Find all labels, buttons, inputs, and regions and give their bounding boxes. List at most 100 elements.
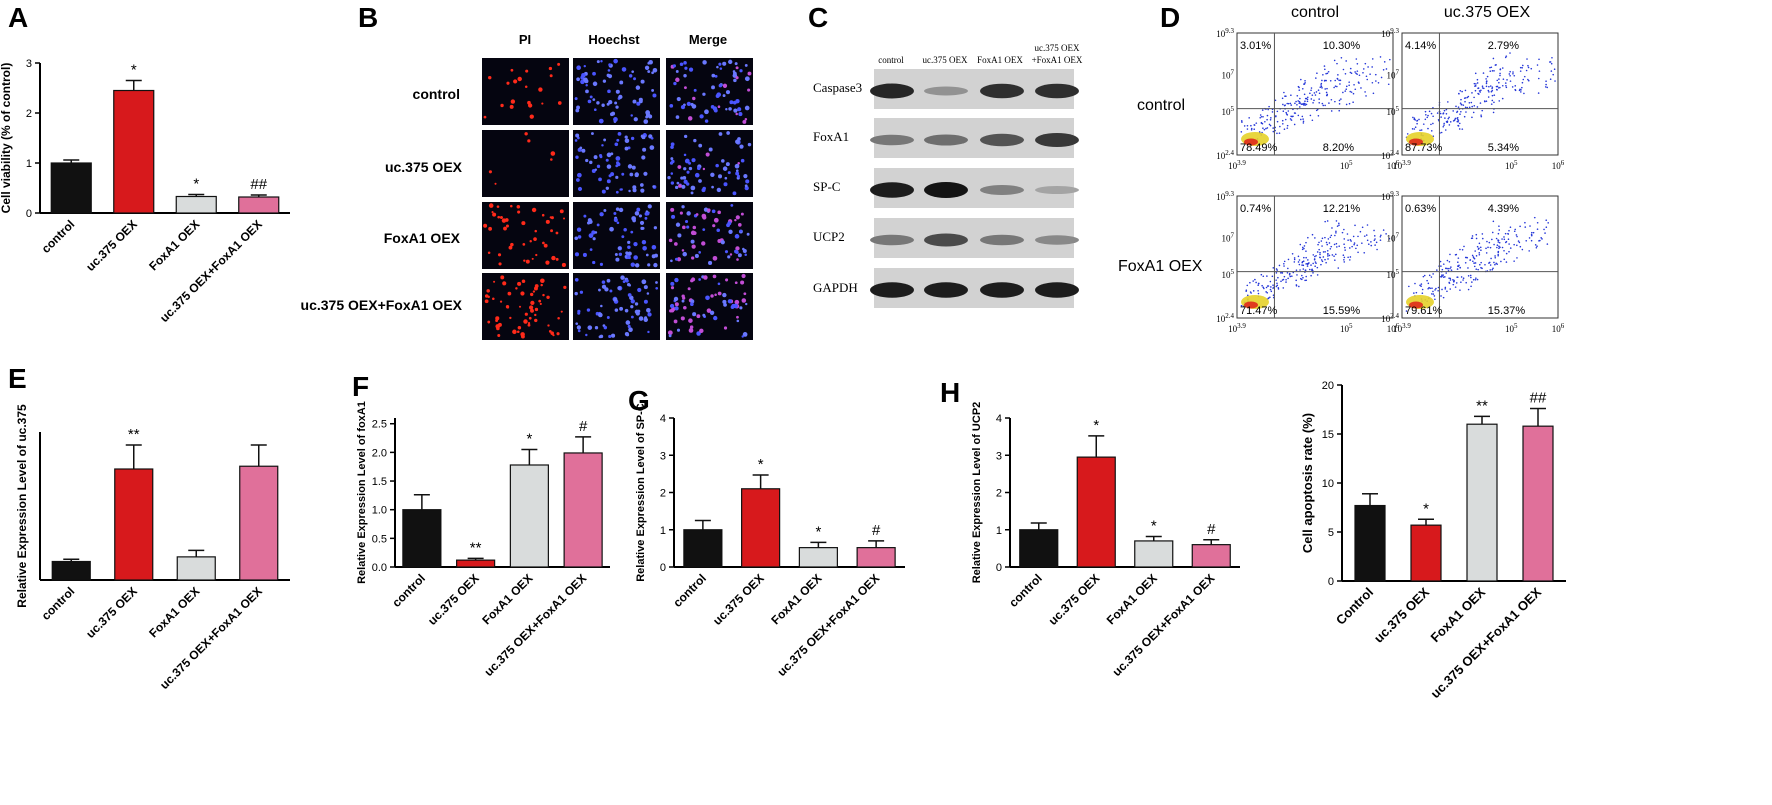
pi-nucleus <box>497 215 501 219</box>
event-dot <box>1295 100 1297 103</box>
event-dot <box>1310 264 1312 266</box>
nucleus <box>734 218 737 222</box>
event-dot <box>1456 118 1459 121</box>
event-dot <box>1504 232 1507 235</box>
event-dot <box>1356 70 1359 72</box>
nucleus <box>670 281 675 286</box>
event-dot <box>1293 258 1296 261</box>
pi-nucleus <box>528 103 533 108</box>
pi-nucleus <box>509 104 514 109</box>
nucleus <box>651 245 657 250</box>
event-dot <box>1316 274 1319 276</box>
event-dot <box>1286 124 1289 127</box>
nucleus <box>686 225 690 229</box>
event-dot <box>1241 121 1243 123</box>
event-dot <box>1420 129 1423 131</box>
nucleus <box>621 235 625 239</box>
nucleus <box>599 212 604 217</box>
event-dot <box>1319 253 1321 256</box>
event-dot <box>1349 90 1352 93</box>
event-dot <box>1343 243 1345 246</box>
nucleus <box>682 296 686 300</box>
nucleus <box>585 84 588 87</box>
event-dot <box>1342 91 1344 94</box>
pi-nucleus <box>538 87 543 92</box>
event-dot <box>1325 72 1327 75</box>
nucleus <box>617 132 622 136</box>
event-dot <box>1314 265 1316 268</box>
event-dot <box>1268 123 1271 126</box>
nucleus <box>647 263 651 267</box>
nucleus <box>590 132 594 136</box>
event-dot <box>1304 279 1306 282</box>
event-dot <box>1298 106 1301 108</box>
nucleus <box>670 181 675 185</box>
event-dot <box>1352 101 1354 104</box>
event-dot <box>1480 114 1482 116</box>
event-dot <box>1329 236 1332 239</box>
event-dot <box>1303 256 1305 259</box>
event-dot <box>1290 115 1292 118</box>
event-dot <box>1349 67 1352 70</box>
nucleus <box>608 334 612 339</box>
nucleus <box>669 309 673 313</box>
nucleus <box>688 166 693 171</box>
nucleus <box>730 203 734 207</box>
event-dot <box>1519 225 1521 228</box>
nucleus <box>668 334 672 338</box>
nucleus <box>691 104 697 109</box>
y-tick-label: 2 <box>996 488 1002 500</box>
event-dot <box>1283 265 1285 267</box>
event-dot <box>1521 248 1524 251</box>
event-dot <box>1276 132 1278 135</box>
pi-nucleus <box>487 295 490 299</box>
nucleus <box>674 277 679 283</box>
flow-x-tick-label: 105 <box>1340 322 1353 334</box>
event-dot <box>1311 268 1313 271</box>
event-dot <box>1497 87 1500 89</box>
event-dot <box>1493 101 1495 104</box>
pi-nucleus <box>524 132 528 136</box>
event-dot <box>1271 111 1274 113</box>
event-dot <box>1547 222 1549 224</box>
event-dot <box>1263 128 1266 131</box>
micrograph-tile <box>666 130 753 197</box>
pi-nucleus <box>512 329 517 335</box>
nucleus <box>723 303 727 307</box>
pi-nucleus <box>517 281 522 286</box>
event-dot <box>1504 241 1507 244</box>
nucleus <box>644 316 648 320</box>
event-dot <box>1289 118 1292 120</box>
event-dot <box>1509 247 1512 249</box>
panel-label-f: F <box>352 371 369 402</box>
event-dot <box>1449 121 1452 123</box>
nucleus <box>744 184 748 188</box>
significance-mark: ** <box>128 426 140 443</box>
event-dot <box>1338 222 1340 225</box>
nucleus <box>615 164 619 168</box>
pi-nucleus <box>542 241 545 245</box>
pi-nucleus <box>551 255 556 261</box>
bar-2 <box>1134 540 1174 568</box>
nucleus <box>601 189 606 194</box>
nucleus <box>667 175 671 180</box>
event-dot <box>1322 74 1324 76</box>
pi-nucleus <box>530 300 535 306</box>
event-dot <box>1498 247 1500 250</box>
event-dot <box>1554 80 1556 82</box>
event-dot <box>1311 269 1314 272</box>
event-dot <box>1462 277 1465 280</box>
event-dot <box>1454 117 1457 120</box>
nucleus <box>676 328 681 332</box>
event-dot <box>1475 233 1478 236</box>
event-dot <box>1546 243 1549 245</box>
nucleus <box>690 239 695 244</box>
event-dot <box>1324 236 1326 239</box>
nucleus <box>576 77 580 82</box>
event-dot <box>1545 219 1548 222</box>
pi-nucleus <box>517 325 522 330</box>
event-dot <box>1315 77 1317 79</box>
event-dot <box>1325 79 1327 82</box>
nucleus <box>630 299 635 304</box>
event-dot <box>1352 92 1355 95</box>
